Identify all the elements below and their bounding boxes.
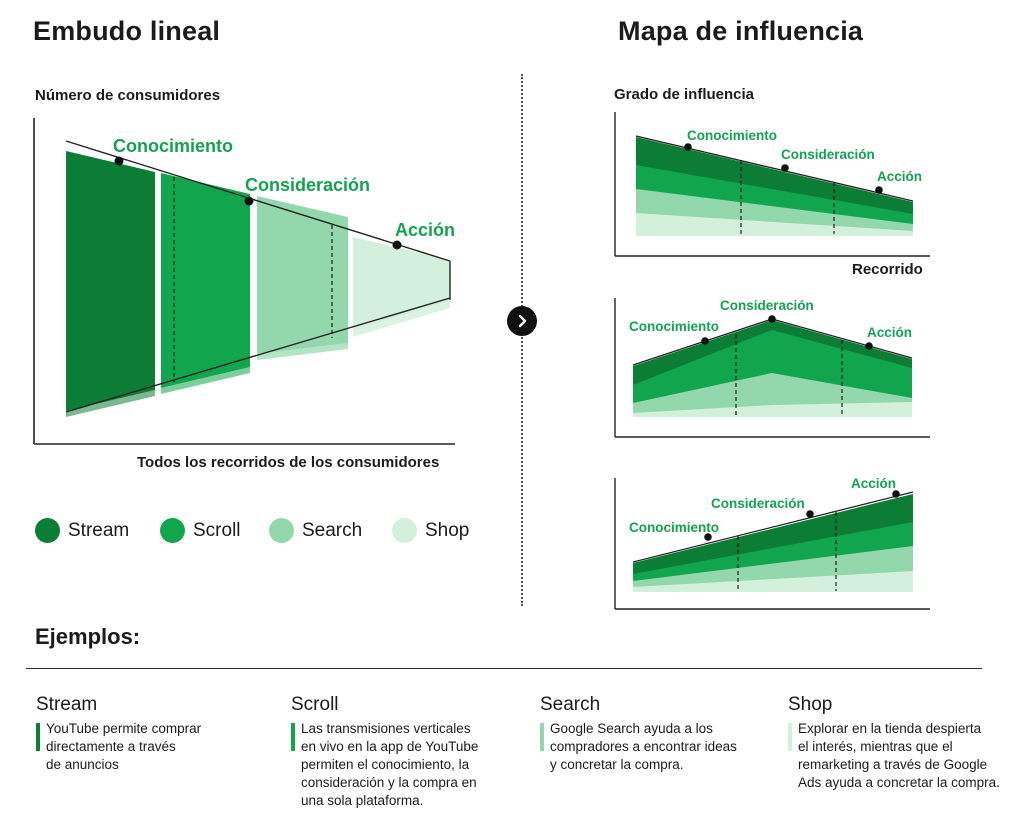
example-color-bar xyxy=(291,723,295,751)
funnel-stage-marker xyxy=(244,196,254,206)
example-description: Explorar en la tienda despierta el inter… xyxy=(788,720,1024,792)
influence-stage-marker xyxy=(875,186,883,194)
section-divider xyxy=(521,74,523,606)
example-stream: Stream YouTube permite comprar directame… xyxy=(36,694,264,774)
example-line: remarketing a través de Google xyxy=(798,757,988,772)
funnel-stage-marker xyxy=(392,240,402,250)
influence-chart-ascending: Conocimiento Consideración Acción xyxy=(614,476,930,610)
funnel-shadow-scroll xyxy=(161,367,250,394)
example-line: Explorar en la tienda despierta xyxy=(798,721,982,736)
funnel-segment-stream xyxy=(66,151,155,411)
example-shop: Shop Explorar en la tienda despierta el … xyxy=(788,694,1024,792)
influence-stage-label: Conocimiento xyxy=(629,520,719,535)
next-button[interactable] xyxy=(507,306,537,336)
search-dot-icon xyxy=(269,518,294,543)
influence-y-axis-label: Grado de influencia xyxy=(614,86,755,103)
example-line: permiten el conocimiento, la xyxy=(301,757,470,772)
example-line: YouTube permite comprar xyxy=(46,721,202,736)
legend-item-scroll: Scroll xyxy=(160,518,241,543)
example-line: Google Search ayuda a los xyxy=(550,721,713,736)
influence-stage-marker xyxy=(704,533,712,541)
funnel-segment-search xyxy=(257,196,348,354)
influence-stage-marker xyxy=(701,337,709,345)
funnel-top-line xyxy=(65,140,451,262)
stream-dot-icon xyxy=(35,518,60,543)
example-line: en vivo en la app de YouTube xyxy=(301,739,479,754)
influence-stage-marker xyxy=(768,315,776,323)
legend-label: Stream xyxy=(68,519,130,541)
example-line: y concretar la compra. xyxy=(550,757,684,772)
influence-stage-marker xyxy=(806,510,814,518)
example-line: de anuncios xyxy=(46,757,119,772)
funnel-shadow-shop xyxy=(353,301,450,337)
influence-stage-label: Consideración xyxy=(720,298,814,313)
influence-x-axis-label: Recorrido xyxy=(852,261,923,278)
influence-chart-peak: Conocimiento Consideración Acción xyxy=(614,298,930,438)
influence-stage-label: Consideración xyxy=(711,496,805,511)
example-line: una sola plataforma. xyxy=(301,793,424,808)
example-description: YouTube permite comprar directamente a t… xyxy=(36,720,264,774)
scroll-dot-icon xyxy=(160,518,185,543)
example-line: Ads ayuda a concretar la compra. xyxy=(798,775,1000,790)
influence-layer-shop xyxy=(636,213,913,236)
funnel-segment-shop xyxy=(353,237,450,331)
funnel-stage-label: Acción xyxy=(395,220,455,240)
example-title: Search xyxy=(540,694,601,715)
example-title: Shop xyxy=(788,694,833,715)
example-scroll: Scroll Las transmisiones verticales en v… xyxy=(291,694,519,810)
funnel-stage-label: Consideración xyxy=(245,175,370,195)
influence-stage-label: Consideración xyxy=(781,147,875,162)
funnel-title: Embudo lineal xyxy=(33,16,221,46)
example-line: directamente a través xyxy=(46,739,176,754)
funnel-bottom-line xyxy=(65,297,451,413)
example-color-bar xyxy=(540,723,544,751)
example-line: Las transmisiones verticales xyxy=(301,721,471,736)
funnel-y-axis-label: Número de consumidores xyxy=(35,87,221,104)
funnel-shadow-search xyxy=(257,343,348,360)
influence-stage-label: Acción xyxy=(867,325,912,340)
example-line: el interés, mientras que el xyxy=(798,739,953,754)
funnel-stage-label: Conocimiento xyxy=(113,136,233,156)
example-description: Google Search ayuda a los compradores a … xyxy=(540,720,768,774)
example-line: compradores a encontrar ideas xyxy=(550,739,737,754)
influence-stage-label: Acción xyxy=(877,169,922,184)
legend-item-stream: Stream xyxy=(35,518,129,543)
influence-trend-line xyxy=(771,318,913,359)
example-color-bar xyxy=(36,723,40,751)
funnel-stage-marker xyxy=(114,156,124,166)
influence-trend-line xyxy=(632,491,914,563)
example-description: Las transmisiones verticales en vivo en … xyxy=(291,720,519,810)
example-title: Scroll xyxy=(291,694,339,715)
example-search: Search Google Search ayuda a los comprad… xyxy=(540,694,768,774)
examples-title: Ejemplos: xyxy=(35,624,141,649)
example-line: consideración y la compra en xyxy=(301,775,477,790)
influence-stage-label: Conocimiento xyxy=(629,319,719,334)
influence-stage-marker xyxy=(892,490,900,498)
influence-stage-marker xyxy=(684,143,692,151)
chevron-right-icon xyxy=(518,314,527,328)
funnel-shadow-stream xyxy=(66,390,155,417)
influence-map-title: Mapa de influencia xyxy=(618,16,864,46)
influence-stage-label: Acción xyxy=(851,476,896,491)
funnel-x-axis-label: Todos los recorridos de los consumidores xyxy=(137,454,440,471)
linear-funnel-diagram: Conocimiento Consideración Acción xyxy=(33,118,455,445)
legend-label: Search xyxy=(302,519,363,541)
legend-item-shop: Shop xyxy=(392,518,469,543)
influence-stage-marker xyxy=(781,164,789,172)
example-color-bar xyxy=(788,723,792,751)
influence-stage-marker xyxy=(865,342,873,350)
shop-dot-icon xyxy=(392,518,417,543)
legend-label: Shop xyxy=(425,519,470,541)
influence-chart-descending: Conocimiento Consideración Acción xyxy=(614,112,930,257)
example-title: Stream xyxy=(36,694,98,715)
examples-divider xyxy=(26,668,982,669)
influence-stage-label: Conocimiento xyxy=(687,128,777,143)
legend-item-search: Search xyxy=(269,518,362,543)
legend-label: Scroll xyxy=(193,519,241,541)
influence-layer-shop xyxy=(633,571,913,592)
influence-trend-line xyxy=(635,135,914,202)
funnel-segment-scroll xyxy=(161,173,250,388)
